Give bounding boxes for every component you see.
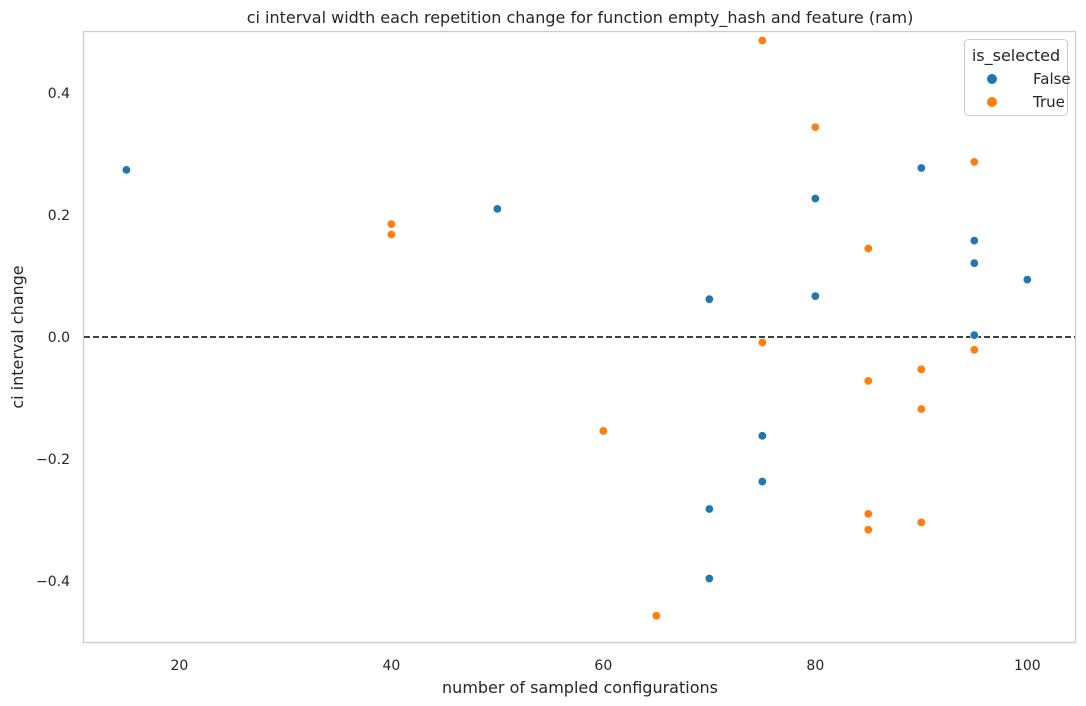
- y-tick-label: 0.4: [48, 86, 70, 102]
- legend-title: is_selected: [972, 46, 1060, 66]
- point-true: [757, 337, 767, 347]
- legend: is_selected False True: [964, 39, 1071, 116]
- point-true: [916, 364, 926, 374]
- x-tick-label: 60: [594, 658, 612, 674]
- point-false: [121, 165, 131, 175]
- point-false: [969, 236, 979, 246]
- point-false: [492, 204, 502, 214]
- point-false: [969, 258, 979, 268]
- point-true: [598, 426, 608, 436]
- y-tick-label: −0.2: [36, 452, 70, 468]
- x-axis-ticks: 20 40 60 80 100: [170, 658, 1040, 674]
- point-true: [969, 157, 979, 167]
- point-false: [757, 477, 767, 487]
- data-points: [121, 36, 1032, 621]
- point-true: [757, 36, 767, 46]
- point-false: [704, 574, 714, 584]
- x-axis-label: number of sampled configurations: [442, 678, 718, 697]
- point-false: [916, 163, 926, 173]
- point-false: [704, 504, 714, 514]
- chart-title: ci interval width each repetition change…: [247, 8, 914, 28]
- point-true: [916, 517, 926, 527]
- point-true: [863, 525, 873, 535]
- point-false: [810, 194, 820, 204]
- point-false: [704, 294, 714, 304]
- legend-marker-true: [987, 97, 997, 107]
- legend-label-true: True: [1032, 93, 1065, 111]
- legend-label-false: False: [1033, 70, 1071, 88]
- y-tick-label: −0.4: [36, 574, 70, 590]
- legend-box: [964, 39, 1068, 116]
- point-false: [757, 431, 767, 441]
- point-false: [810, 291, 820, 301]
- y-axis-label: ci interval change: [8, 265, 27, 408]
- point-true: [863, 244, 873, 254]
- point-false: [1022, 275, 1032, 285]
- legend-marker-false: [987, 74, 997, 84]
- point-true: [810, 122, 820, 132]
- point-true: [863, 509, 873, 519]
- point-false: [969, 330, 979, 340]
- point-true: [916, 404, 926, 414]
- x-tick-label: 80: [806, 658, 824, 674]
- point-true: [386, 230, 396, 240]
- point-true: [863, 376, 873, 386]
- y-tick-label: 0.2: [48, 208, 70, 224]
- y-axis-ticks: −0.4 −0.2 0.0 0.2 0.4: [36, 86, 70, 590]
- point-true: [969, 345, 979, 355]
- point-true: [386, 219, 396, 229]
- x-tick-label: 20: [170, 658, 188, 674]
- x-tick-label: 100: [1014, 658, 1041, 674]
- x-tick-label: 40: [382, 658, 400, 674]
- y-tick-label: 0.0: [48, 330, 70, 346]
- point-true: [651, 611, 661, 621]
